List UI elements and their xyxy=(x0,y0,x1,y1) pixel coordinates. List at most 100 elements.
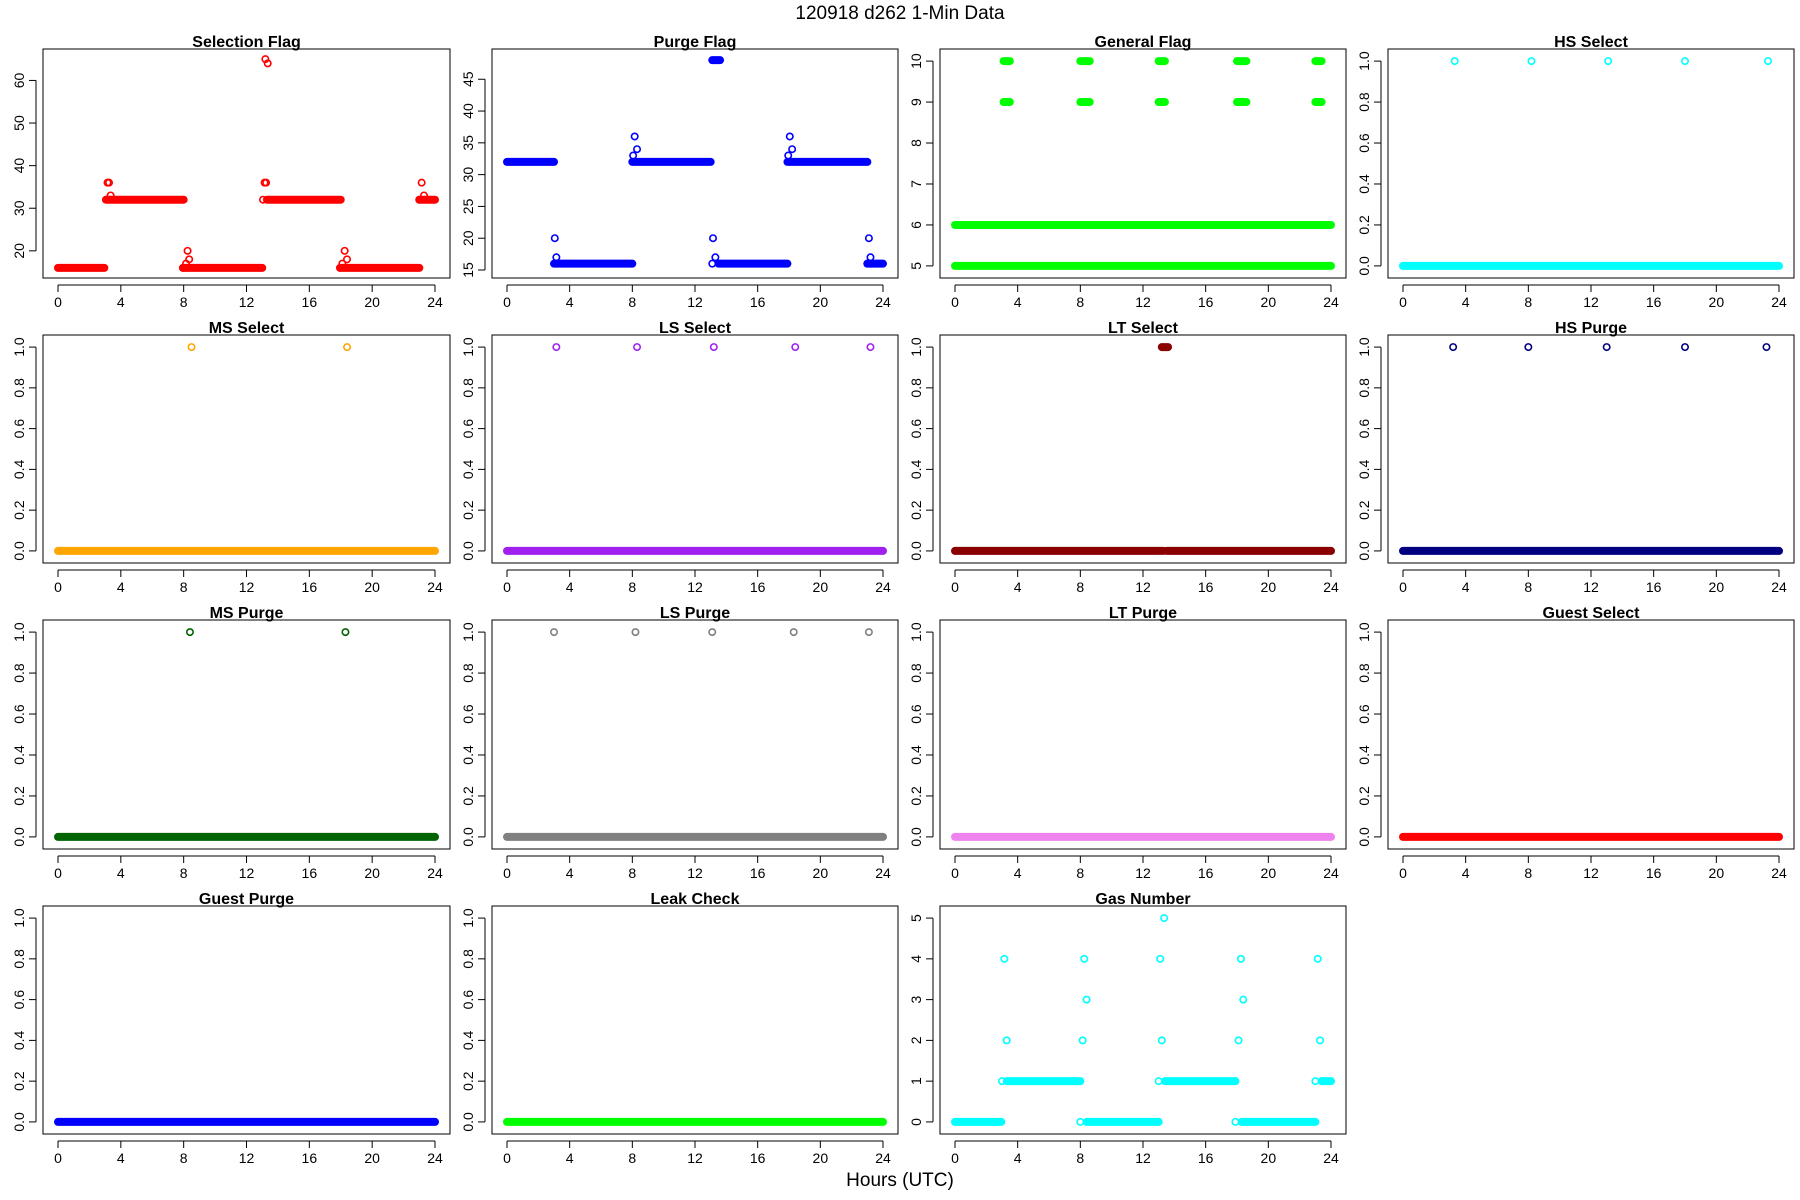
x-tick-label: 12 xyxy=(1583,865,1599,881)
x-tick-label: 8 xyxy=(1076,294,1084,310)
x-tick-label: 4 xyxy=(117,865,125,881)
panel-ls-purge: LS Purge 0 4 8 12 16 20 24 0.0 0.2 0.4 0.6 0.8 1.0 xyxy=(460,605,899,881)
y-tick-label: 0.2 xyxy=(11,1071,27,1091)
y-tick-label: 60 xyxy=(11,72,27,88)
panel-title: LS Select xyxy=(659,320,732,337)
y-tick-label: 20 xyxy=(460,230,476,246)
x-tick-label: 12 xyxy=(687,865,703,881)
panel-title: LS Purge xyxy=(660,605,730,622)
x-tick-label: 4 xyxy=(117,1150,125,1166)
data-point xyxy=(1157,1036,1166,1045)
data-point xyxy=(1082,995,1091,1004)
data-point xyxy=(105,178,114,187)
y-tick-label: 1.0 xyxy=(11,622,27,642)
plot-frame xyxy=(491,334,899,564)
y-tick-label: 0.6 xyxy=(1356,419,1372,439)
x-tick-label: 12 xyxy=(239,865,255,881)
y-tick-label: 0.4 xyxy=(460,459,476,479)
data-point xyxy=(1316,1036,1325,1045)
data-point xyxy=(1239,995,1248,1004)
y-tick-label: 0.6 xyxy=(1356,704,1372,724)
data-point xyxy=(550,234,559,243)
x-tick-label: 4 xyxy=(1462,579,1470,595)
panel-title: General Flag xyxy=(1095,34,1192,51)
data-point xyxy=(1764,57,1773,66)
data-point xyxy=(784,151,793,160)
x-tick-label: 0 xyxy=(951,579,959,595)
data-point xyxy=(343,255,352,264)
data-point xyxy=(262,178,271,187)
y-tick-label: 0.6 xyxy=(11,704,27,724)
x-tick-label: 24 xyxy=(427,1150,443,1166)
x-tick-label: 4 xyxy=(1014,579,1022,595)
y-tick-label: 0.6 xyxy=(460,419,476,439)
panel-title: MS Purge xyxy=(210,605,284,622)
data-point xyxy=(709,234,718,243)
y-tick-label: 0.0 xyxy=(460,1112,476,1132)
data-point xyxy=(187,343,196,352)
data-point xyxy=(1449,343,1458,352)
x-tick-label: 12 xyxy=(239,579,255,595)
plot-frame xyxy=(1387,48,1795,279)
x-tick-label: 8 xyxy=(180,294,188,310)
x-tick-label: 24 xyxy=(875,1150,891,1166)
panel-title: LT Select xyxy=(1108,320,1179,337)
x-tick-label: 24 xyxy=(875,579,891,595)
y-tick-label: 0.2 xyxy=(1356,500,1372,520)
x-tick-label: 4 xyxy=(117,294,125,310)
data-point xyxy=(863,259,872,268)
data-point xyxy=(341,628,350,637)
x-tick-label: 0 xyxy=(1399,294,1407,310)
data-point xyxy=(1762,343,1771,352)
y-tick-label: 0.0 xyxy=(460,827,476,847)
x-tick-label: 0 xyxy=(503,865,511,881)
x-tick-label: 24 xyxy=(1323,579,1339,595)
x-tick-label: 0 xyxy=(54,1150,62,1166)
x-tick-label: 16 xyxy=(1646,865,1662,881)
y-tick-label: 0.6 xyxy=(11,990,27,1010)
x-tick-label: 12 xyxy=(1583,294,1599,310)
y-tick-label: 0.2 xyxy=(1356,786,1372,806)
panel-hs-select: HS Select 0 4 8 12 16 20 24 0.0 0.2 0.4 0.6 0.8 1.0 xyxy=(1356,34,1795,310)
data-point xyxy=(629,151,638,160)
x-tick-label: 20 xyxy=(813,865,829,881)
data-point xyxy=(185,255,194,264)
x-tick-label: 8 xyxy=(1076,865,1084,881)
y-tick-label: 1.0 xyxy=(460,622,476,642)
x-tick-label: 16 xyxy=(750,865,766,881)
data-point xyxy=(633,343,642,352)
y-tick-label: 1 xyxy=(908,1077,924,1085)
y-tick-label: 0.2 xyxy=(908,500,924,520)
y-tick-label: 0.6 xyxy=(460,704,476,724)
x-tick-label: 0 xyxy=(54,579,62,595)
data-point xyxy=(1000,954,1009,963)
y-tick-label: 0.4 xyxy=(1356,174,1372,194)
plot-frame xyxy=(1387,334,1795,564)
data-point xyxy=(785,132,794,141)
y-tick-label: 8 xyxy=(908,139,924,147)
plot-frame xyxy=(491,905,899,1135)
y-tick-label: 0.0 xyxy=(11,541,27,561)
x-tick-label: 0 xyxy=(951,294,959,310)
x-tick-label: 16 xyxy=(302,865,318,881)
y-tick-label: 1.0 xyxy=(11,337,27,357)
panel-title: HS Select xyxy=(1554,34,1628,51)
data-point xyxy=(1681,343,1690,352)
panel-general-flag: General Flag 0 4 8 12 16 20 24 5 6 7 8 9 10 xyxy=(908,34,1347,310)
x-tick-label: 16 xyxy=(302,294,318,310)
x-tick-label: 16 xyxy=(1198,865,1214,881)
data-point xyxy=(1002,1036,1011,1045)
data-point xyxy=(789,628,798,637)
x-tick-label: 0 xyxy=(1399,579,1407,595)
x-tick-label: 20 xyxy=(1261,1150,1277,1166)
y-tick-label: 0.8 xyxy=(908,663,924,683)
data-point xyxy=(1450,57,1459,66)
y-tick-label: 0.2 xyxy=(1356,215,1372,235)
x-tick-label: 4 xyxy=(1462,294,1470,310)
data-point xyxy=(343,343,352,352)
plot-frame xyxy=(491,619,899,850)
panel-purge-flag: Purge Flag 0 4 8 12 16 20 24 15 20 25 30 35 40 45 xyxy=(460,34,899,310)
plot-frame xyxy=(42,48,451,279)
y-tick-label: 0.2 xyxy=(460,786,476,806)
